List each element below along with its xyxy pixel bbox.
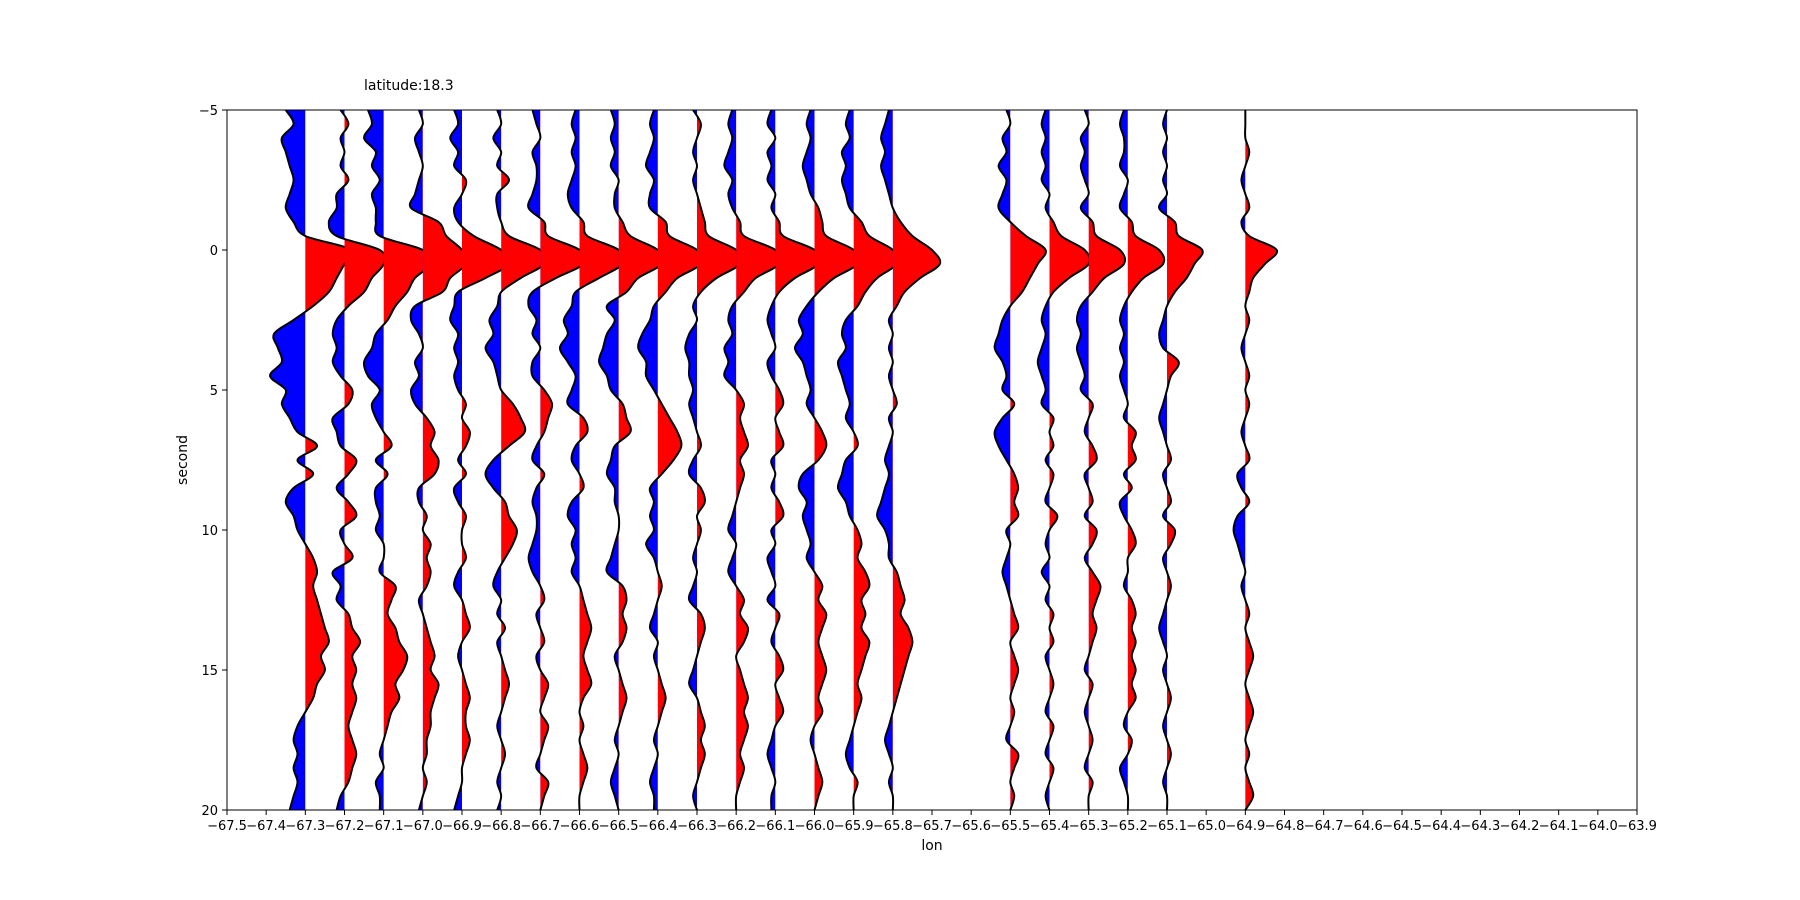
y-tick-label: 0 (210, 244, 218, 259)
trace-line (598, 110, 665, 810)
trace-line (993, 110, 1047, 810)
x-tick-label: −66.8 (481, 819, 521, 834)
trace-line (408, 110, 468, 810)
x-tick-label: −65.9 (834, 819, 874, 834)
x-tick-label: −67.2 (325, 819, 365, 834)
x-tick-label: −65.4 (1030, 819, 1070, 834)
trace-line (793, 110, 861, 810)
trace-line (327, 110, 387, 810)
x-tick-label: −63.9 (1617, 819, 1657, 834)
x-tick-label: −66.4 (638, 819, 678, 834)
x-tick-label: −64.1 (1539, 819, 1579, 834)
x-tick-label: −64.9 (1225, 819, 1265, 834)
trace-line (558, 110, 626, 810)
x-tick-label: −64.6 (1343, 819, 1383, 834)
trace-line (527, 110, 587, 810)
x-tick-label: −65.5 (990, 819, 1030, 834)
x-axis-title: lon (921, 838, 942, 854)
trace-line (1075, 110, 1127, 810)
x-tick-label: −64.2 (1500, 819, 1540, 834)
trace-line (766, 110, 822, 810)
x-tick-label: −66.5 (599, 819, 639, 834)
x-tick-label: −65.0 (1186, 819, 1226, 834)
x-tick-label: −67.3 (285, 819, 325, 834)
x-tick-label: −67.4 (246, 819, 286, 834)
x-tick-label: −64.7 (1304, 819, 1344, 834)
trace-line (362, 110, 433, 810)
trace-line (637, 110, 704, 810)
trace-line (876, 110, 942, 810)
x-tick-label: −66.2 (716, 819, 756, 834)
x-tick-label: −64.4 (1421, 819, 1461, 834)
y-tick-label: 10 (201, 524, 218, 539)
y-axis-title: second (175, 435, 191, 485)
trace-line (1158, 110, 1204, 810)
x-tick-label: −66.9 (442, 819, 482, 834)
y-tick-label: 5 (210, 384, 218, 399)
y-tick-label: 15 (201, 664, 218, 679)
trace-line (684, 110, 743, 810)
x-tick-label: −65.8 (873, 819, 913, 834)
x-tick-label: −66.7 (520, 819, 560, 834)
trace-line (1232, 110, 1279, 810)
x-tick-label: −64.8 (1265, 819, 1305, 834)
x-tick-label: −64.0 (1578, 819, 1618, 834)
trace-line (269, 110, 356, 810)
x-tick-label: −65.6 (951, 819, 991, 834)
trace-line (723, 110, 782, 810)
x-tick-label: −65.7 (912, 819, 952, 834)
chart-title: latitude:18.3 (364, 78, 454, 94)
x-tick-label: −65.2 (1108, 819, 1148, 834)
x-tick-label: −67.1 (364, 819, 404, 834)
trace-line (449, 110, 511, 810)
trace-line (1118, 110, 1166, 810)
x-tick-label: −66.3 (677, 819, 717, 834)
x-tick-label: −67.0 (403, 819, 443, 834)
y-tick-label: −5 (199, 104, 218, 119)
x-tick-label: −65.3 (1069, 819, 1109, 834)
x-tick-label: −64.5 (1382, 819, 1422, 834)
x-tick-label: −64.3 (1460, 819, 1500, 834)
x-tick-label: −66.1 (755, 819, 795, 834)
trace-line (484, 110, 547, 810)
x-tick-label: −66.0 (795, 819, 835, 834)
x-tick-label: −65.1 (1147, 819, 1187, 834)
trace-line (1036, 110, 1091, 810)
y-tick-label: 20 (201, 804, 218, 819)
x-tick-label: −66.6 (560, 819, 600, 834)
trace-line (836, 110, 899, 810)
x-tick-label: −67.5 (207, 819, 247, 834)
